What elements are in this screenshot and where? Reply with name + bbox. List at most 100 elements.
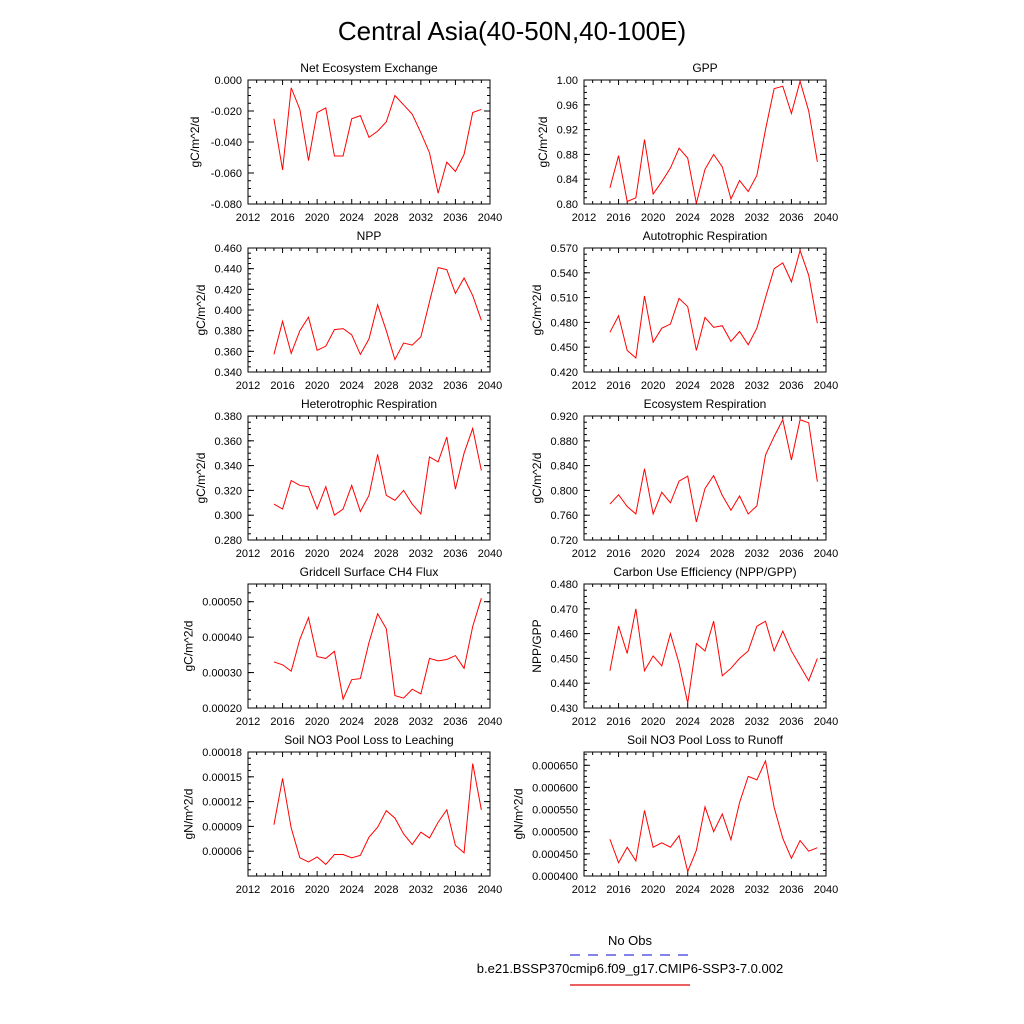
x-tick-label: 2040 [814, 548, 838, 560]
series-line [609, 608, 818, 704]
plot-frame [247, 751, 491, 877]
x-tick-label: 2036 [779, 212, 803, 224]
y-tick-label: 0.000 [214, 75, 242, 87]
x-tick-label: 2036 [779, 548, 803, 560]
y-tick-label: 0.840 [550, 461, 578, 473]
x-tick-label: 2036 [779, 884, 803, 896]
series-line [273, 598, 482, 701]
x-tick-label: 2036 [443, 884, 467, 896]
y-tick-label: 0.880 [550, 436, 578, 448]
x-tick-label: 2012 [236, 716, 260, 728]
x-tick-label: 2028 [374, 884, 398, 896]
x-tick-label: 2024 [675, 884, 699, 896]
x-tick-label: 2040 [814, 884, 838, 896]
plot-frame [247, 79, 491, 205]
x-tick-label: 2016 [270, 380, 294, 392]
x-tick-label: 2040 [814, 212, 838, 224]
plot-frame [247, 247, 491, 373]
plot-frame [583, 751, 827, 877]
legend: No Obs b.e21.BSSP370cmip6.f09_g17.CMIP6-… [477, 933, 783, 986]
panel-title: GPP [692, 61, 717, 75]
x-tick-label: 2020 [641, 884, 665, 896]
y-axis-label: gN/m^2/d [182, 789, 196, 840]
panel-title: Autotrophic Respiration [643, 229, 768, 243]
x-tick-label: 2016 [606, 884, 630, 896]
y-tick-label: 0.380 [214, 411, 242, 423]
panel-6: Ecosystem Respiration 2012 2016 2020 2024 202… [530, 397, 838, 560]
x-tick-label: 2020 [305, 212, 329, 224]
plot-frame [583, 415, 827, 541]
y-tick-label: 0.000650 [532, 760, 578, 772]
series-line [609, 418, 818, 523]
x-tick-label: 2028 [374, 380, 398, 392]
x-tick-label: 2020 [641, 548, 665, 560]
x-tick-label: 2024 [339, 380, 363, 392]
x-tick-label: 2036 [779, 716, 803, 728]
panel-title: NPP [357, 229, 382, 243]
x-tick-label: 2028 [710, 548, 734, 560]
x-tick-label: 2028 [374, 716, 398, 728]
x-tick-label: 2016 [270, 212, 294, 224]
x-tick-label: 2040 [478, 716, 502, 728]
x-tick-label: 2012 [572, 884, 596, 896]
x-tick-label: 2012 [236, 884, 260, 896]
y-tick-label: 0.460 [550, 629, 578, 641]
x-tick-label: 2016 [270, 884, 294, 896]
y-tick-label: 0.460 [214, 243, 242, 255]
y-tick-label: -0.060 [211, 168, 242, 180]
x-tick-label: 2016 [606, 212, 630, 224]
x-tick-label: 2028 [374, 548, 398, 560]
x-tick-label: 2040 [478, 212, 502, 224]
x-tick-label: 2020 [305, 716, 329, 728]
x-tick-label: 2024 [675, 380, 699, 392]
y-tick-label: 0.720 [550, 535, 578, 547]
y-tick-label: 0.00050 [202, 597, 242, 609]
y-tick-label: 0.96 [557, 100, 578, 112]
y-tick-label: 0.00040 [202, 632, 242, 644]
y-tick-label: 0.480 [550, 317, 578, 329]
y-axis-label: gC/m^2/d [194, 453, 208, 504]
x-tick-label: 2032 [409, 212, 433, 224]
x-tick-label: 2028 [710, 380, 734, 392]
y-tick-label: 0.420 [550, 367, 578, 379]
y-tick-label: 0.00030 [202, 668, 242, 680]
x-tick-label: 2012 [572, 212, 596, 224]
x-tick-label: 2036 [443, 548, 467, 560]
figure-title: Central Asia(40-50N,40-100E) [338, 16, 686, 46]
x-tick-label: 2032 [745, 884, 769, 896]
y-tick-label: 0.00015 [202, 772, 242, 784]
y-tick-label: 1.00 [557, 75, 578, 87]
y-tick-label: 0.000400 [532, 871, 578, 883]
x-tick-label: 2020 [641, 380, 665, 392]
panel-5: Heterotrophic Respiration 2012 2016 2020 202… [194, 397, 502, 560]
y-axis-label: gN/m^2/d [511, 789, 525, 840]
y-axis-label: NPP/GPP [530, 619, 544, 672]
panel-title: Carbon Use Efficiency (NPP/GPP) [613, 565, 796, 579]
x-tick-label: 2036 [443, 716, 467, 728]
x-tick-label: 2016 [270, 548, 294, 560]
x-tick-label: 2012 [236, 212, 260, 224]
y-tick-label: 0.440 [214, 264, 242, 276]
y-tick-label: 0.360 [214, 346, 242, 358]
x-tick-label: 2032 [409, 884, 433, 896]
series-line [273, 267, 482, 361]
x-tick-label: 2032 [745, 716, 769, 728]
panel-7: Gridcell Surface CH4 Flux 2012 2016 2020 202… [182, 565, 503, 728]
panel-title: Soil NO3 Pool Loss to Runoff [627, 733, 784, 747]
series-line [273, 426, 482, 517]
y-axis-label: gC/m^2/d [194, 285, 208, 336]
series-line [273, 763, 482, 866]
x-tick-label: 2016 [606, 380, 630, 392]
x-tick-label: 2036 [443, 380, 467, 392]
series-line [609, 79, 818, 204]
panel-4: Autotrophic Respiration 2012 2016 2020 2024 2… [530, 229, 838, 392]
x-tick-label: 2028 [710, 716, 734, 728]
x-tick-label: 2012 [572, 548, 596, 560]
y-tick-label: 0.800 [550, 485, 578, 497]
x-tick-label: 2024 [339, 548, 363, 560]
y-tick-label: 0.400 [214, 305, 242, 317]
y-tick-label: 0.430 [550, 703, 578, 715]
y-tick-label: 0.80 [557, 199, 578, 211]
x-tick-label: 2040 [478, 884, 502, 896]
panel-title: Soil NO3 Pool Loss to Leaching [284, 733, 453, 747]
